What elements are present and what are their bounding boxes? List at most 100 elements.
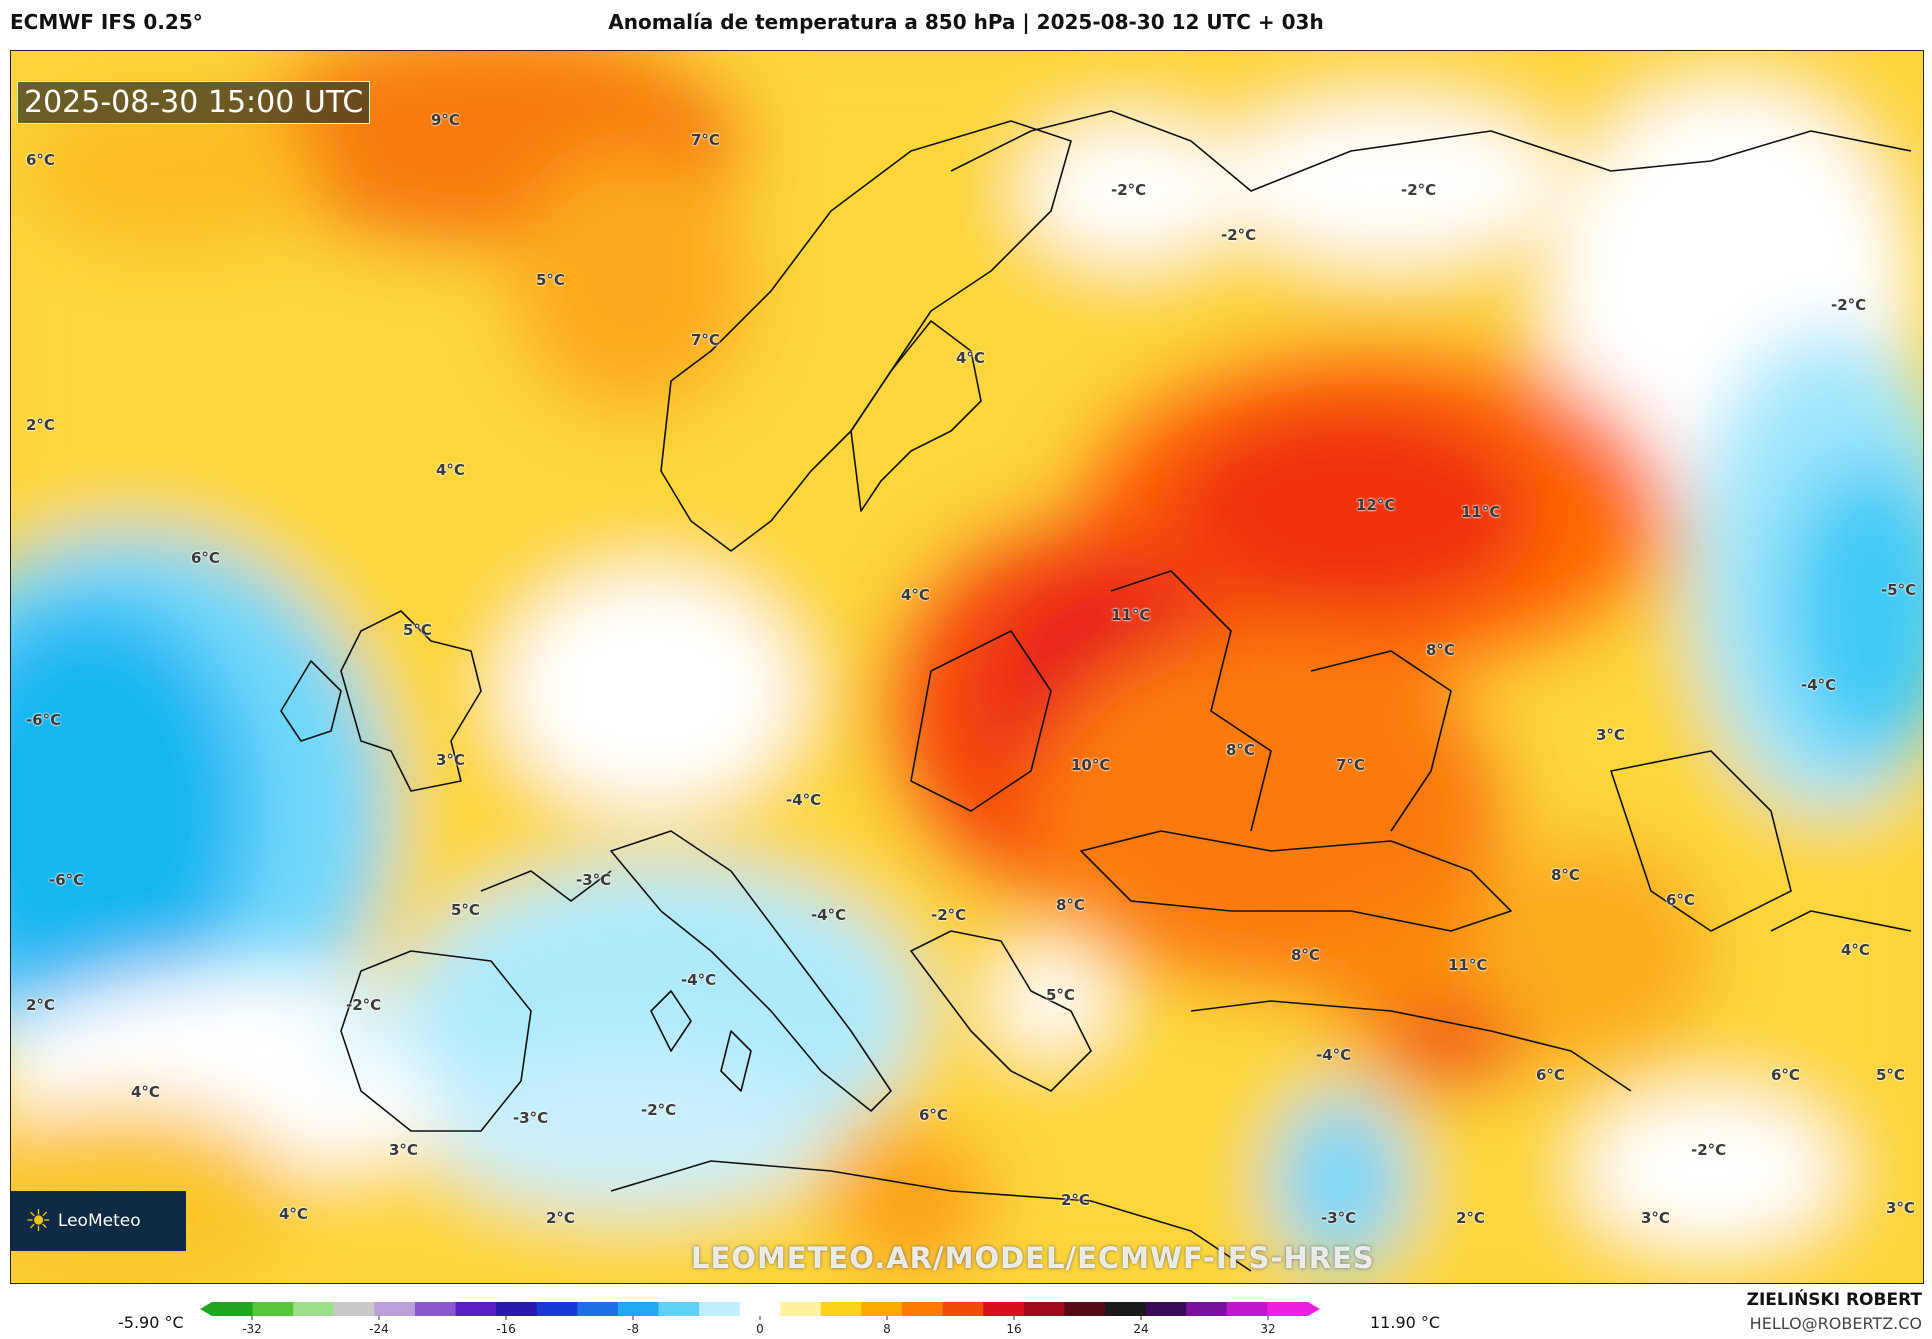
temperature-label: 9°C: [431, 111, 460, 129]
colorbar-segment: [861, 1302, 903, 1316]
colorbar-segment: [1186, 1302, 1228, 1316]
colorbar-tick-label: 8: [883, 1322, 891, 1336]
temperature-label: 7°C: [1336, 756, 1365, 774]
temperature-label: 4°C: [131, 1083, 160, 1101]
temperature-label: 2°C: [1456, 1209, 1485, 1227]
colorbar-segment: [699, 1302, 741, 1316]
colorbar-segment: [577, 1302, 619, 1316]
model-name: ECMWF IFS 0.25°: [10, 10, 203, 34]
temperature-label: 3°C: [436, 751, 465, 769]
temperature-label: 11°C: [1461, 503, 1501, 521]
colorbar-segment: [536, 1302, 578, 1316]
colorbar-segment: [1145, 1302, 1187, 1316]
temperature-label: -4°C: [811, 906, 847, 924]
colorbar-tick-label: -24: [369, 1322, 389, 1336]
temperature-label: 5°C: [1876, 1066, 1905, 1084]
colorbar-segment: [414, 1302, 457, 1316]
temperature-label: -5°C: [1881, 581, 1917, 599]
temperature-label: 7°C: [691, 131, 720, 149]
temperature-label: 8°C: [1226, 741, 1255, 759]
temperature-label: 7°C: [691, 331, 720, 349]
legend-min-value: -5.90 °C: [118, 1313, 184, 1332]
colorbar-segment: [1226, 1302, 1268, 1316]
colorbar-segment: [658, 1302, 700, 1316]
temperature-label: -4°C: [1316, 1046, 1352, 1064]
temperature-label: 6°C: [1771, 1066, 1800, 1084]
colorbar-tick-label: -32: [242, 1322, 262, 1336]
temperature-label: -2°C: [1691, 1141, 1727, 1159]
colorbar-segment: [942, 1302, 984, 1316]
colorbar-segment: [293, 1302, 335, 1316]
temperature-label: 6°C: [191, 549, 220, 567]
temperature-label: 5°C: [1046, 986, 1075, 1004]
colorbar-segment: [1105, 1302, 1147, 1316]
colorbar-segment: [252, 1302, 294, 1316]
temperature-label: 6°C: [1536, 1066, 1565, 1084]
temperature-anomaly-field: [11, 51, 1923, 1283]
colorbar-tick-label: -16: [496, 1322, 516, 1336]
coastlines: [280, 110, 1912, 1272]
valid-time-stamp: 2025-08-30 15:00 UTC: [17, 81, 371, 124]
author-name: ZIELIŃSKI ROBERT: [1746, 1290, 1922, 1310]
temperature-label: 4°C: [436, 461, 465, 479]
temperature-label: 11°C: [1111, 606, 1151, 624]
temperature-label: 4°C: [901, 586, 930, 604]
temperature-label: 8°C: [1291, 946, 1320, 964]
temperature-label: -2°C: [1401, 181, 1437, 199]
temperature-label: 5°C: [403, 621, 432, 639]
colorbar-segment: [780, 1302, 822, 1316]
colorbar-segment: [983, 1302, 1025, 1316]
temperature-label: 6°C: [919, 1106, 948, 1124]
temperature-label: -6°C: [49, 871, 85, 889]
temperature-label: -2°C: [1111, 181, 1147, 199]
temperature-label: -4°C: [1801, 676, 1837, 694]
temperature-label: 4°C: [1841, 941, 1870, 959]
colorbar-tick-label: 0: [756, 1322, 764, 1336]
temperature-label: -4°C: [681, 971, 717, 989]
colorbar-min-tip: [200, 1302, 212, 1316]
temperature-label: 8°C: [1426, 641, 1455, 659]
temperature-label: 4°C: [956, 349, 985, 367]
temperature-label: -3°C: [576, 871, 612, 889]
temperature-label: 12°C: [1356, 496, 1396, 514]
color-legend: -32 -24 -16 -8 0 8 16 24 32: [200, 1302, 1320, 1336]
temperature-label: -3°C: [513, 1109, 549, 1127]
colorbar-segment: [617, 1302, 660, 1316]
temperature-label: -2°C: [931, 906, 967, 924]
leometeo-logo[interactable]: ☀ LeoMeteo: [11, 1191, 186, 1251]
source-watermark: LEOMETEO.AR/MODEL/ECMWF-IFS-HRES: [691, 1241, 1375, 1275]
temperature-label: 5°C: [536, 271, 565, 289]
colorbar-segment: [1064, 1302, 1106, 1316]
map-panel[interactable]: 2025-08-30 15:00 UTC 9°C 7°C 6°C -2°C -2°C -2…: [10, 50, 1924, 1284]
temperature-label: -6°C: [26, 711, 62, 729]
colorbar-segment: [333, 1302, 375, 1316]
colorbar-max-tip: [1308, 1302, 1320, 1316]
temperature-label: 10°C: [1071, 756, 1111, 774]
temperature-label: 2°C: [546, 1209, 575, 1227]
colorbar-segment: [820, 1302, 862, 1316]
temperature-label: 3°C: [389, 1141, 418, 1159]
temperature-label: 4°C: [279, 1205, 308, 1223]
temperature-label: 2°C: [26, 416, 55, 434]
colorbar-tick-label: 16: [1006, 1322, 1021, 1336]
temperature-label: 3°C: [1596, 726, 1625, 744]
temperature-label: 3°C: [1886, 1199, 1915, 1217]
colorbar-segment: [739, 1302, 781, 1316]
temperature-label: 2°C: [26, 996, 55, 1014]
temperature-label: 2°C: [1061, 1191, 1090, 1209]
colorbar-tick-label: 32: [1260, 1322, 1275, 1336]
colorbar-tick-label: 24: [1133, 1322, 1148, 1336]
colorbar-segment: [374, 1302, 416, 1316]
temperature-label: 5°C: [451, 901, 480, 919]
colorbar-segment: [1023, 1302, 1065, 1316]
temperature-label: -2°C: [1221, 226, 1257, 244]
temperature-label: 8°C: [1551, 866, 1580, 884]
sun-icon: ☀: [25, 1203, 52, 1239]
temperature-label: 8°C: [1056, 896, 1085, 914]
temperature-label: -3°C: [1321, 1209, 1357, 1227]
temperature-label: 3°C: [1641, 1209, 1670, 1227]
temperature-label: -4°C: [786, 791, 822, 809]
colorbar-segment: [1267, 1302, 1309, 1316]
author-email: HELLO@ROBERTZ.CO: [1749, 1314, 1922, 1333]
colorbar-segment: [902, 1302, 944, 1316]
